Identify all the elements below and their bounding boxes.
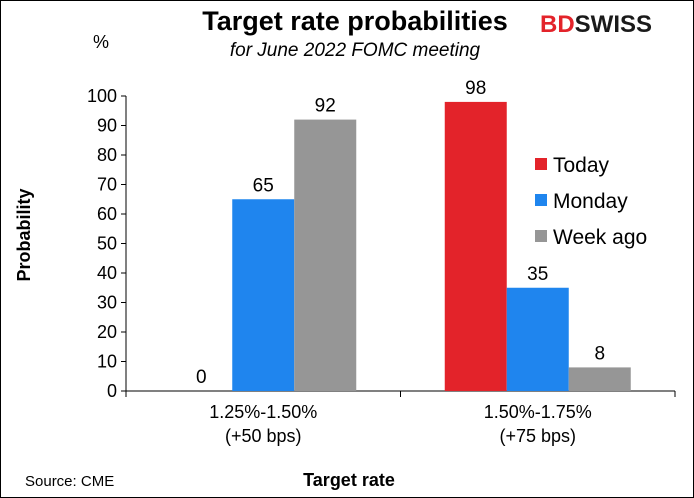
bar-week-ago [294,119,357,391]
logo-bd: BD [540,11,575,38]
y-tick-label: 100 [87,86,117,106]
bar-today [444,101,507,392]
legend-label: Today [553,154,610,177]
chart-subtitle: for June 2022 FOMC meeting [230,40,481,61]
bar-monday [232,199,295,391]
x-tick-label: 1.25%-1.50% [209,402,317,422]
y-tick-label: 70 [97,175,117,195]
legend: Today Monday Week ago [535,154,647,249]
data-label: 35 [527,264,548,285]
y-unit-label: % [93,32,109,52]
data-label: 0 [196,367,207,388]
y-axis-title: Probability [14,188,34,281]
x-tick-label: (+50 bps) [225,426,302,446]
data-label: 65 [253,175,274,196]
source-note: Source: CME [25,473,114,490]
chart-title: Target rate probabilities [202,6,508,36]
svg-text:BDSWISS: BDSWISS [540,11,652,38]
x-axis-title: Target rate [303,470,395,490]
y-tick-label: 60 [97,204,117,224]
legend-swatch [535,194,547,206]
y-tick-label: 10 [97,352,117,372]
y-tick-label: 0 [107,381,117,401]
y-tick-label: 30 [97,293,117,313]
plot-area: 0 10 20 30 40 50 60 70 80 90 100 0 65 92 1.25%-1.50% (+… [87,78,676,446]
x-tick-label: (+75 bps) [499,426,576,446]
y-tick-label: 20 [97,322,117,342]
brand-logo: BDSWISS [540,11,652,38]
legend-swatch [535,230,547,242]
legend-label: Monday [553,190,628,213]
legend-label: Week ago [553,226,647,249]
y-tick-label: 40 [97,263,117,283]
legend-swatch [535,158,547,170]
data-label: 98 [465,78,486,99]
y-tick-label: 50 [97,234,117,254]
bar-week-ago [568,367,631,391]
data-label: 8 [594,343,605,364]
bar-monday [506,287,569,391]
logo-swiss: SWISS [575,11,652,38]
y-tick-label: 80 [97,145,117,165]
data-label: 92 [315,96,336,117]
y-tick-label: 90 [97,116,117,136]
x-tick-label: 1.50%-1.75% [484,402,592,422]
